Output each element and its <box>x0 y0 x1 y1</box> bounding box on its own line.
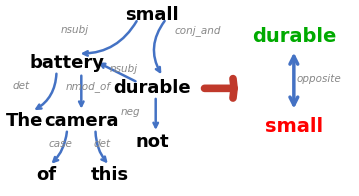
Text: neg: neg <box>121 106 141 117</box>
Text: this: this <box>90 166 129 184</box>
Text: camera: camera <box>44 112 118 130</box>
Text: nsubj: nsubj <box>110 64 138 74</box>
Text: small: small <box>125 6 179 24</box>
Text: small: small <box>265 117 323 136</box>
Text: nsubj: nsubj <box>60 25 88 35</box>
Text: conj_and: conj_and <box>175 25 222 36</box>
Text: of: of <box>36 166 56 184</box>
Text: durable: durable <box>113 79 191 97</box>
Text: det: det <box>13 81 30 91</box>
Text: nmod_of: nmod_of <box>66 81 111 92</box>
Text: not: not <box>135 133 169 152</box>
Text: battery: battery <box>30 54 104 72</box>
Text: opposite: opposite <box>296 74 341 84</box>
Text: det: det <box>94 139 111 149</box>
Text: The: The <box>6 112 43 130</box>
Text: case: case <box>48 139 72 149</box>
Text: durable: durable <box>252 27 336 46</box>
